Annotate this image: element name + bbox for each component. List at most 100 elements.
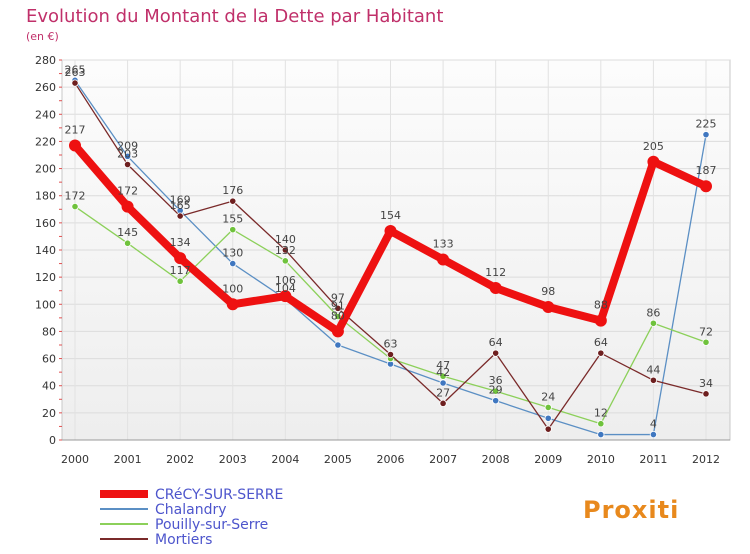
data-point-cr-cy-sur-serre <box>121 200 134 213</box>
data-label: 44 <box>646 363 660 376</box>
data-label: 187 <box>696 164 717 177</box>
data-point-chalandry <box>649 430 658 439</box>
x-tick-label: 2001 <box>114 453 142 466</box>
proxiti-logo: Proxiti <box>583 496 679 524</box>
y-tick-label: 140 <box>35 244 56 257</box>
data-label: 27 <box>436 386 450 399</box>
data-point-mortiers <box>597 349 605 357</box>
data-point-chalandry <box>334 341 342 349</box>
data-label: 205 <box>643 140 664 153</box>
data-label: 72 <box>699 325 713 338</box>
data-label: 172 <box>65 190 86 203</box>
y-tick-label: 100 <box>35 298 56 311</box>
data-label: 132 <box>275 244 296 257</box>
data-label: 63 <box>384 338 398 351</box>
data-label: 155 <box>222 213 243 226</box>
data-point-mortiers <box>123 160 132 169</box>
data-point-cr-cy-sur-serre <box>331 325 344 338</box>
data-point-pouilly-sur-serre <box>71 202 79 211</box>
y-tick-label: 20 <box>42 407 56 420</box>
data-point-pouilly-sur-serre <box>123 239 132 247</box>
data-point-chalandry <box>597 430 605 439</box>
y-tick-label: 160 <box>35 217 56 230</box>
data-label: 106 <box>275 274 296 287</box>
x-tick-label: 2008 <box>482 453 510 466</box>
data-point-chalandry <box>229 259 237 268</box>
data-point-cr-cy-sur-serre <box>489 282 502 294</box>
legend: CRéCY-SUR-SERREChalandryPouilly-sur-Serr… <box>100 487 283 548</box>
chart-subtitle: (en €) <box>26 30 59 43</box>
data-label: 130 <box>222 247 243 260</box>
data-label: 140 <box>275 233 296 246</box>
legend-label: Mortiers <box>155 532 212 548</box>
data-label: 24 <box>541 390 555 403</box>
data-point-pouilly-sur-serre <box>334 312 342 321</box>
x-tick-label: 2002 <box>166 453 194 466</box>
y-tick-label: 200 <box>35 163 56 176</box>
data-label: 86 <box>646 306 660 319</box>
y-tick-label: 60 <box>42 353 56 366</box>
x-tick-label: 2007 <box>429 453 457 466</box>
data-label: 203 <box>117 148 138 161</box>
y-tick-label: 80 <box>42 325 56 338</box>
series-layer <box>69 76 712 439</box>
data-labels: 265 209 169 130 104 42 29 4 225 172 145 117 155 132 91… <box>65 63 717 430</box>
data-point-mortiers <box>544 425 552 433</box>
y-tick-label: 260 <box>35 81 56 94</box>
data-label: 42 <box>436 366 450 379</box>
data-label: 176 <box>222 184 243 197</box>
data-label: 100 <box>222 282 243 295</box>
legend-label: Pouilly-sur-Serre <box>155 517 268 533</box>
x-tick-label: 2006 <box>377 453 405 466</box>
data-label: 169 <box>170 194 191 207</box>
data-label: 265 <box>65 63 86 76</box>
data-label: 91 <box>331 300 345 313</box>
data-label: 263 <box>65 66 86 79</box>
y-tick-label: 40 <box>42 380 56 393</box>
data-label: 145 <box>117 226 138 239</box>
data-point-mortiers <box>334 304 342 312</box>
y-tick-label: 120 <box>35 271 56 284</box>
data-point-cr-cy-sur-serre <box>226 298 239 311</box>
data-label: 47 <box>436 359 450 372</box>
y-tick-label: 0 <box>49 434 56 447</box>
y-tick-label: 240 <box>35 108 56 121</box>
data-label: 104 <box>275 282 296 295</box>
data-label: 36 <box>489 374 503 387</box>
data-label: 97 <box>331 291 345 304</box>
data-label: 34 <box>699 377 713 390</box>
data-point-pouilly-sur-serre <box>702 338 710 346</box>
data-point-mortiers <box>281 246 289 254</box>
data-point-mortiers <box>71 79 79 87</box>
data-label: 29 <box>489 384 503 397</box>
y-tick-label: 220 <box>35 135 56 148</box>
x-tick-label: 2004 <box>271 453 299 466</box>
data-point-chalandry <box>702 131 710 139</box>
watermark: Proxiti <box>583 496 679 524</box>
y-tick-label: 180 <box>35 190 56 203</box>
data-label: 154 <box>380 209 401 222</box>
data-point-mortiers <box>229 197 237 205</box>
data-label: 117 <box>170 264 191 277</box>
x-tick-label: 2000 <box>61 453 89 466</box>
x-tick-label: 2012 <box>692 453 720 466</box>
data-point-pouilly-sur-serre <box>492 387 500 395</box>
data-label: 172 <box>117 185 138 198</box>
data-point-cr-cy-sur-serre <box>279 290 292 303</box>
data-label: 64 <box>594 336 608 349</box>
data-point-pouilly-sur-serre <box>597 420 605 428</box>
data-point-chalandry <box>439 379 447 387</box>
data-point-chalandry <box>544 414 552 422</box>
data-label: 4 <box>650 418 657 431</box>
data-label: 225 <box>696 118 717 131</box>
data-label: 209 <box>117 139 138 152</box>
data-point-mortiers <box>649 376 658 384</box>
data-label: 133 <box>433 238 454 251</box>
data-point-cr-cy-sur-serre <box>647 155 660 168</box>
data-label: 134 <box>170 236 191 249</box>
data-point-cr-cy-sur-serre <box>174 252 187 265</box>
data-point-cr-cy-sur-serre <box>437 253 450 266</box>
data-point-pouilly-sur-serre <box>544 403 552 412</box>
data-point-mortiers <box>439 399 447 407</box>
